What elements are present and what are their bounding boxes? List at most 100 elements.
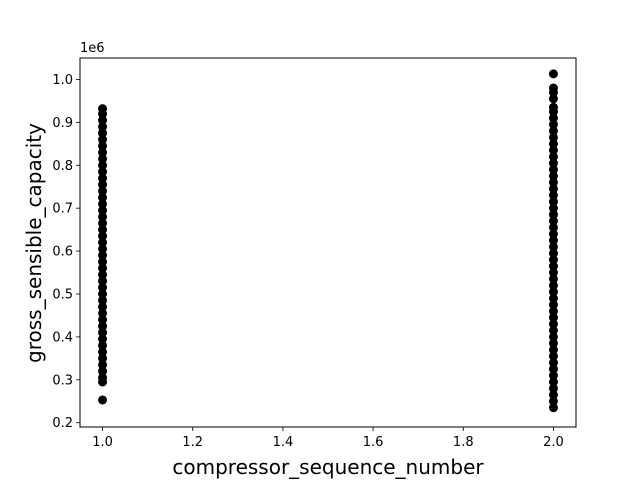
scatter-point — [548, 177, 558, 187]
scatter-point — [548, 306, 558, 316]
scatter-point — [548, 184, 558, 194]
scatter-point — [98, 360, 108, 370]
y-tick-label: 1.0 — [52, 73, 73, 88]
x-axis-ticks: 1.0 1.2 1.4 1.6 1.8 2.0 — [92, 427, 564, 450]
scatter-point — [548, 203, 558, 213]
scatter-point — [548, 268, 558, 278]
scatter-point — [548, 158, 558, 168]
scatter-point — [98, 257, 108, 267]
y-tick-label: 0.9 — [52, 116, 73, 131]
plot-area — [79, 57, 577, 428]
scatter-point — [98, 225, 108, 235]
scatter-point — [548, 377, 558, 387]
scatter-point — [98, 167, 108, 177]
scatter-point — [98, 192, 108, 202]
scatter-point — [548, 165, 558, 175]
scatter-point — [548, 280, 558, 290]
x-axis-label: compressor_sequence_number — [172, 455, 484, 479]
scatter-point — [548, 403, 558, 413]
scatter-point — [548, 255, 558, 265]
scatter-point — [548, 325, 558, 335]
scatter-point — [548, 300, 558, 310]
scatter-point — [98, 244, 108, 254]
scatter-point — [98, 128, 108, 138]
scatter-point — [548, 248, 558, 258]
scatter-point — [548, 83, 558, 93]
y-tick-label: 0.4 — [52, 330, 73, 345]
scatter-point — [548, 287, 558, 297]
scatter-point — [548, 222, 558, 232]
scatter-point — [548, 371, 558, 381]
scatter-point — [548, 319, 558, 329]
y-tick-label: 0.6 — [52, 245, 73, 260]
scatter-point — [548, 132, 558, 142]
scatter-point — [548, 274, 558, 284]
scatter-point — [98, 115, 108, 125]
scatter-point — [548, 229, 558, 239]
scatter-point — [98, 141, 108, 151]
scatter-point — [548, 390, 558, 400]
scatter-point — [548, 94, 558, 104]
y-tick-label: 0.8 — [52, 159, 73, 174]
scatter-point — [98, 295, 108, 305]
scatter-point — [98, 321, 108, 331]
scatter-point — [98, 238, 108, 247]
scatter-point — [548, 235, 558, 245]
scatter-point — [98, 180, 108, 190]
scatter-point — [548, 242, 558, 252]
scatter-point — [98, 205, 108, 215]
scatter-point — [548, 358, 558, 368]
scatter-point — [548, 113, 558, 123]
scatter-point — [548, 261, 558, 271]
scatter-point — [98, 160, 108, 170]
y-axis-ticks: 0.2 0.3 0.4 0.5 0.6 0.7 0.8 0.9 1.0 — [52, 73, 80, 431]
x-tick-label: 2.0 — [543, 435, 564, 450]
scatter-point — [98, 147, 108, 157]
data-points — [98, 69, 558, 413]
scatter-point — [548, 396, 558, 406]
x-tick-label: 1.2 — [182, 435, 203, 450]
scatter-point — [548, 145, 558, 155]
scatter-point — [98, 135, 108, 145]
scatter-point — [98, 302, 108, 312]
scatter-point — [548, 313, 558, 323]
scatter-point — [98, 283, 108, 293]
scatter-point — [548, 364, 558, 374]
scatter-point — [548, 190, 558, 200]
x-tick-label: 1.4 — [273, 435, 294, 450]
x-tick-label: 1.8 — [453, 435, 474, 450]
y-tick-label: 0.2 — [52, 416, 73, 431]
scatter-point — [548, 139, 558, 149]
y-axis-label: gross_sensible_capacity — [22, 123, 46, 363]
scatter-point — [548, 126, 558, 136]
scatter-point — [98, 270, 108, 280]
scatter-point — [548, 293, 558, 303]
scatter-point — [548, 171, 558, 181]
x-tick-label: 1.6 — [363, 435, 384, 450]
scatter-point — [98, 347, 108, 357]
scatter-point — [98, 334, 108, 344]
scatter-point — [98, 218, 108, 228]
scatter-point — [98, 395, 108, 405]
scatter-point — [98, 122, 108, 132]
scatter-point — [548, 69, 558, 79]
scatter-point — [548, 210, 558, 220]
y-tick-label: 0.3 — [52, 373, 73, 388]
y-tick-label: 0.5 — [52, 287, 73, 302]
x-tick-label: 1.0 — [92, 435, 113, 450]
scatter-point — [98, 315, 108, 325]
scatter-point — [548, 351, 558, 361]
scatter-point — [98, 154, 108, 164]
scatter-point — [98, 263, 108, 273]
scatter-point — [548, 216, 558, 226]
scatter-point — [548, 102, 558, 112]
scatter-point — [98, 276, 108, 286]
scatter-point — [548, 338, 558, 348]
scatter-point — [98, 212, 108, 222]
y-offset-label: 1e6 — [80, 41, 105, 56]
scatter-point — [98, 308, 108, 318]
scatter-point — [98, 186, 108, 196]
scatter-point — [548, 383, 558, 393]
scatter-point — [98, 289, 108, 299]
